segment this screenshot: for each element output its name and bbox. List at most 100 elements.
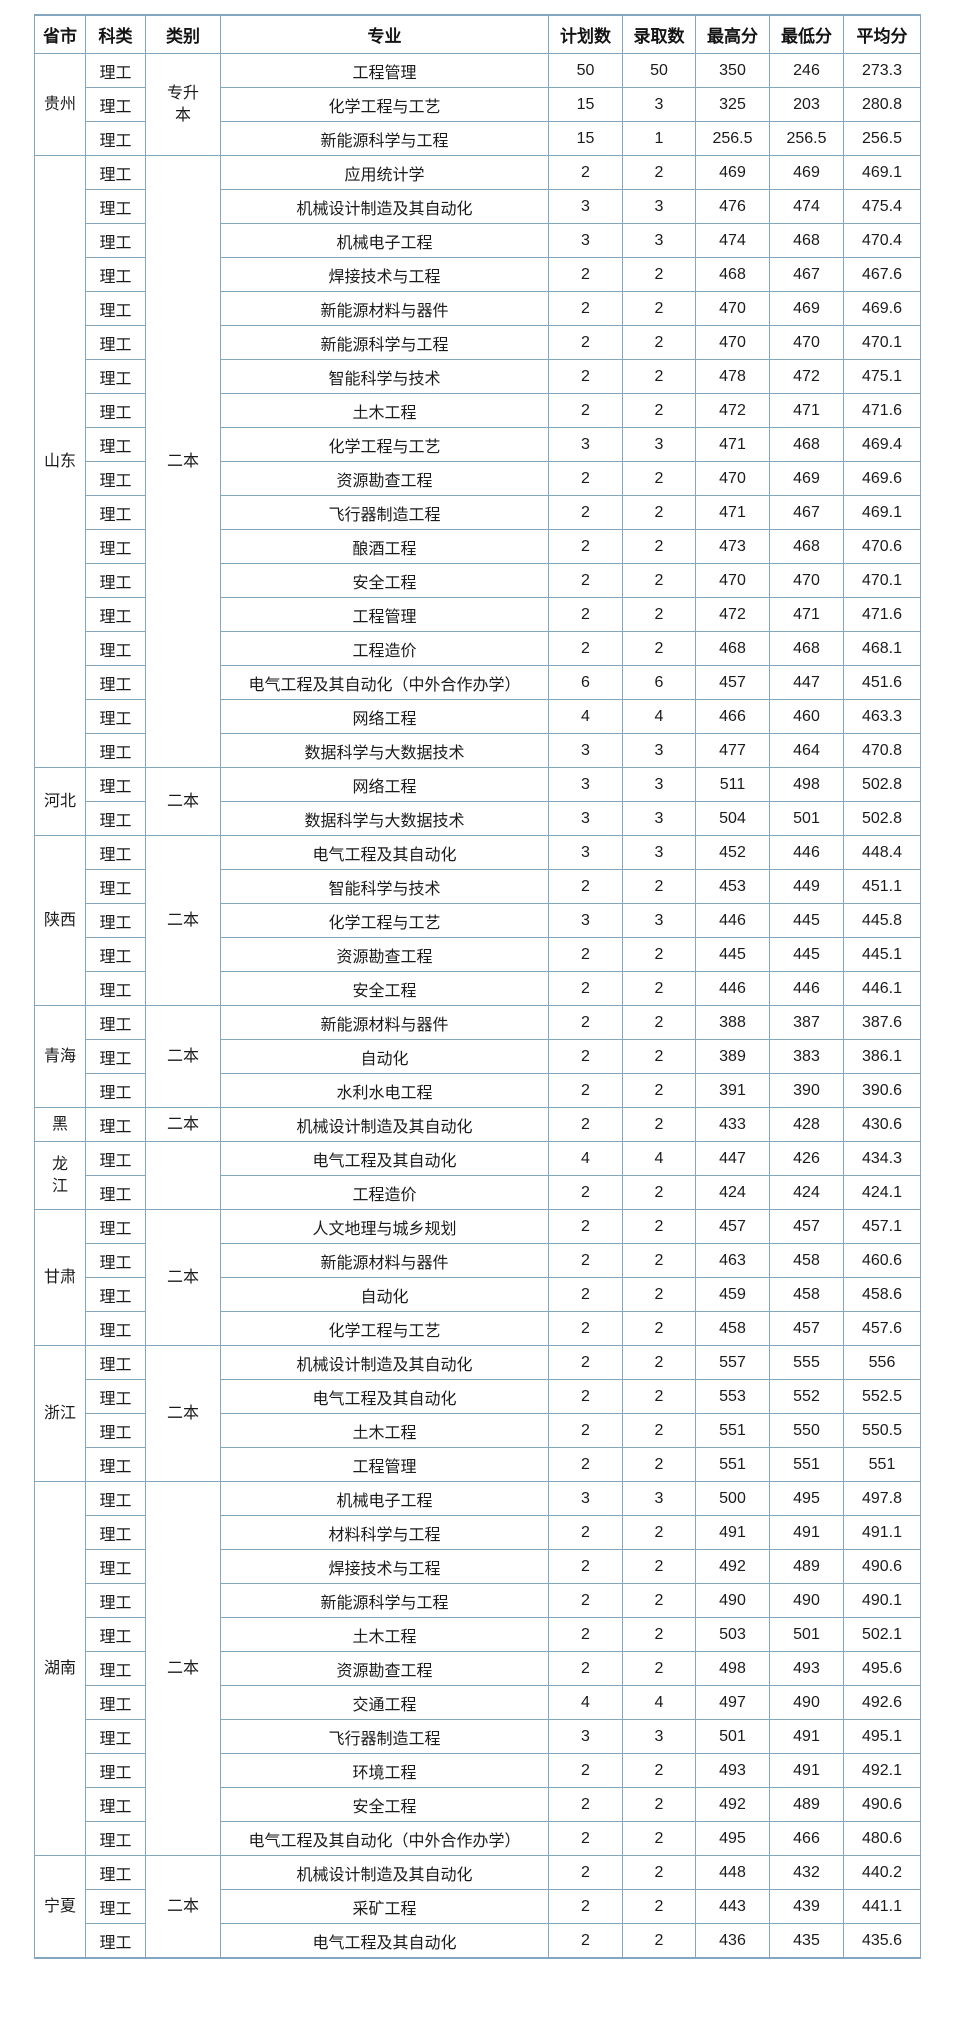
max-score-cell: 474 — [695, 223, 770, 258]
table-row: 山东 理工 二本 应用统计学 2 2 469 469 469.1 — [34, 155, 921, 768]
avg-score-cell: 424.1 — [843, 1175, 921, 1210]
table-row: 理工 安全工程 2 2 470 470 470.1 — [35, 563, 921, 598]
min-score-cell: 555 — [769, 1345, 844, 1380]
avg-score-cell: 441.1 — [843, 1889, 921, 1924]
avg-score-cell: 470.1 — [843, 563, 921, 598]
table-row: 理工 数据科学与大数据技术 3 3 504 501 502.8 — [35, 801, 921, 836]
table-row: 理工 电气工程及其自动化（中外合作办学） 6 6 457 447 451.6 — [35, 665, 921, 700]
max-score-cell: 504 — [695, 801, 770, 836]
admitted-count-cell: 1 — [622, 121, 696, 156]
min-score-cell: 490 — [769, 1583, 844, 1618]
admitted-count-cell: 2 — [622, 1073, 696, 1108]
min-score-cell: 495 — [769, 1481, 844, 1516]
plan-count-cell: 6 — [548, 665, 623, 700]
max-score-cell: 501 — [695, 1719, 770, 1754]
plan-count-cell: 2 — [548, 1923, 623, 1959]
category-cell: 二本 — [145, 155, 221, 768]
max-score-cell: 459 — [695, 1277, 770, 1312]
admitted-count-cell: 2 — [622, 461, 696, 496]
admitted-count-cell: 2 — [622, 1039, 696, 1074]
min-score-cell: 471 — [769, 393, 844, 428]
table-row: 理工 水利水电工程 2 2 391 390 390.6 — [35, 1073, 921, 1108]
major-cell: 土木工程 — [220, 393, 549, 428]
plan-count-cell: 4 — [548, 1685, 623, 1720]
max-score-cell: 448 — [695, 1855, 770, 1890]
plan-count-cell: 2 — [548, 1583, 623, 1618]
avg-score-cell: 470.8 — [843, 733, 921, 768]
avg-score-cell: 492.6 — [843, 1685, 921, 1720]
min-score-cell: 467 — [769, 495, 844, 530]
min-score-cell: 458 — [769, 1277, 844, 1312]
plan-count-cell: 2 — [548, 869, 623, 904]
table-header-row: 省市 科类 类别 专业 计划数 录取数 最高分 最低分 平均分 — [34, 14, 921, 54]
avg-score-cell: 552.5 — [843, 1379, 921, 1414]
max-score-cell: 466 — [695, 699, 770, 734]
admitted-count-cell: 2 — [622, 495, 696, 530]
avg-score-cell: 497.8 — [843, 1481, 921, 1516]
major-cell: 化学工程与工艺 — [220, 87, 549, 122]
major-cell: 飞行器制造工程 — [220, 1719, 549, 1754]
avg-score-cell: 457.1 — [843, 1209, 921, 1244]
category-cell: 二本 — [145, 1855, 221, 1959]
major-cell: 土木工程 — [220, 1617, 549, 1652]
min-score-cell: 501 — [769, 1617, 844, 1652]
subject-type-cell: 理工 — [85, 937, 146, 972]
avg-score-cell: 469.1 — [843, 495, 921, 530]
plan-count-cell: 50 — [548, 53, 623, 88]
table-row: 理工 网络工程 4 4 466 460 463.3 — [35, 699, 921, 734]
plan-count-cell: 3 — [548, 733, 623, 768]
header-category: 类别 — [145, 14, 221, 54]
avg-score-cell: 390.6 — [843, 1073, 921, 1108]
subject-type-cell: 理工 — [85, 1141, 146, 1176]
admitted-count-cell: 2 — [622, 393, 696, 428]
table-row: 理工 新能源材料与器件 2 2 463 458 460.6 — [35, 1243, 921, 1278]
table-row: 陕西 理工 二本 电气工程及其自动化 3 3 452 446 448.4 — [34, 835, 921, 1006]
min-score-cell: 468 — [769, 223, 844, 258]
major-cell: 化学工程与工艺 — [220, 903, 549, 938]
major-cell: 新能源科学与工程 — [220, 325, 549, 360]
subject-type-cell: 理工 — [85, 1481, 146, 1516]
major-cell: 资源勘查工程 — [220, 461, 549, 496]
max-score-cell: 551 — [695, 1447, 770, 1482]
province-cell: 贵州 — [34, 53, 86, 156]
table-row: 理工 工程管理 2 2 472 471 471.6 — [35, 597, 921, 632]
province-cell: 宁夏 — [34, 1855, 86, 1959]
plan-count-cell: 2 — [548, 1515, 623, 1550]
min-score-cell: 446 — [769, 835, 844, 870]
header-min-score: 最低分 — [769, 14, 844, 54]
major-cell: 采矿工程 — [220, 1889, 549, 1924]
subject-type-cell: 理工 — [85, 597, 146, 632]
plan-count-cell: 2 — [548, 1209, 623, 1244]
subject-type-cell: 理工 — [85, 325, 146, 360]
subject-type-cell: 理工 — [85, 257, 146, 292]
province-cell: 河北 — [34, 767, 86, 836]
avg-score-cell: 470.1 — [843, 325, 921, 360]
plan-count-cell: 2 — [548, 1447, 623, 1482]
admitted-count-cell: 2 — [622, 1447, 696, 1482]
table-row: 理工 工程造价 2 2 468 468 468.1 — [35, 631, 921, 666]
plan-count-cell: 2 — [548, 1175, 623, 1210]
province-cell: 陕西 — [34, 835, 86, 1006]
max-score-cell: 468 — [695, 631, 770, 666]
subject-type-cell: 理工 — [85, 1583, 146, 1618]
major-cell: 材料科学与工程 — [220, 1515, 549, 1550]
plan-count-cell: 4 — [548, 1141, 623, 1176]
admitted-count-cell: 3 — [622, 767, 696, 802]
subject-type-cell: 理工 — [85, 1515, 146, 1550]
max-score-cell: 498 — [695, 1651, 770, 1686]
admitted-count-cell: 2 — [622, 971, 696, 1006]
min-score-cell: 464 — [769, 733, 844, 768]
table-row: 理工 自动化 2 2 389 383 386.1 — [35, 1039, 921, 1074]
avg-score-cell: 490.6 — [843, 1787, 921, 1822]
admitted-count-cell: 2 — [622, 1787, 696, 1822]
max-score-cell: 551 — [695, 1413, 770, 1448]
subject-type-cell: 理工 — [85, 1855, 146, 1890]
major-cell: 电气工程及其自动化 — [220, 835, 549, 870]
table-row: 理工 电气工程及其自动化（中外合作办学） 2 2 495 466 480.6 — [35, 1821, 921, 1856]
avg-score-cell: 451.1 — [843, 869, 921, 904]
max-score-cell: 470 — [695, 325, 770, 360]
max-score-cell: 424 — [695, 1175, 770, 1210]
admitted-count-cell: 2 — [622, 1379, 696, 1414]
subject-type-cell: 理工 — [85, 189, 146, 224]
province-cell: 山东 — [34, 155, 86, 768]
